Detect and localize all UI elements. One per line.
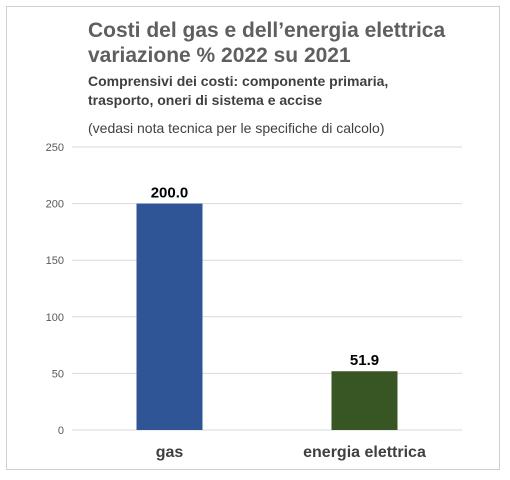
y-tick-label: 250 xyxy=(46,142,64,154)
chart-subtitle-line-2: trasporto, oneri di sistema e accise xyxy=(88,92,323,108)
chart-title: Costi del gas e dell’energia elettrica v… xyxy=(88,18,488,68)
data-label: 200.0 xyxy=(151,185,189,202)
x-category-label: energia elettrica xyxy=(303,444,426,461)
y-tick-label: 50 xyxy=(52,368,64,380)
chart-subtitle: Comprensivi dei costi: componente primar… xyxy=(88,72,488,110)
bar xyxy=(136,203,203,430)
chart-frame xyxy=(6,6,500,470)
y-tick-label: 100 xyxy=(46,312,64,324)
y-tick-label: 200 xyxy=(46,199,64,211)
chart-title-line-1: Costi del gas e dell’energia elettrica xyxy=(88,19,446,42)
bar xyxy=(331,371,398,430)
chart-note: (vedasi nota tecnica per le specifiche d… xyxy=(88,120,385,136)
x-category-label: gas xyxy=(156,444,184,461)
chart-title-line-2: variazione % 2022 su 2021 xyxy=(88,44,351,67)
y-tick-label: 150 xyxy=(46,255,64,267)
chart-subtitle-line-1: Comprensivi dei costi: componente primar… xyxy=(88,73,389,89)
data-label: 51.9 xyxy=(350,352,379,369)
y-tick-label: 0 xyxy=(58,425,64,437)
